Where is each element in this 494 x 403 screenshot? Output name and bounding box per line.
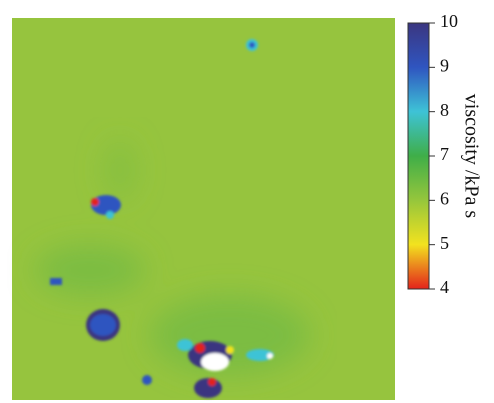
colorbar-tick-label: 7 [440, 144, 449, 164]
chart: 4 5 6 7 8 9 10 viscosity /kPa s [0, 0, 494, 403]
colorbar-label: viscosity /kPa s [460, 94, 482, 219]
colorbar-tick-label: 5 [440, 233, 449, 253]
colorbar-tick-label: 8 [440, 100, 449, 120]
colorbar-tick-label: 10 [440, 11, 458, 31]
colorbar-tick-label: 9 [440, 55, 449, 75]
colorbar-ticks: 4 5 6 7 8 9 10 [429, 11, 458, 297]
heatmap-image [12, 18, 395, 400]
colorbar [408, 23, 429, 289]
colorbar-tick-label: 4 [440, 277, 449, 297]
colorbar-tick-label: 6 [440, 188, 449, 208]
